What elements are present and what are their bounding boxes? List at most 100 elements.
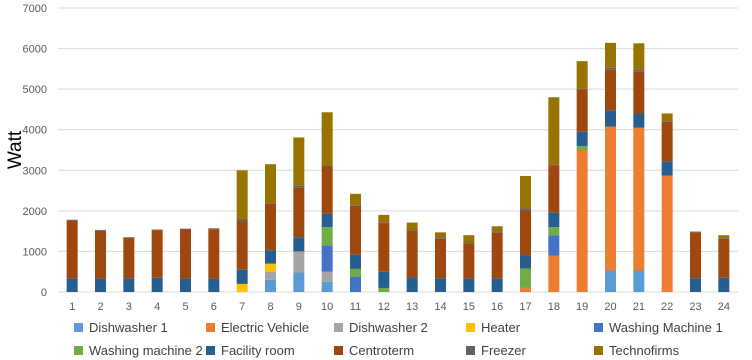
bar-segment (690, 278, 701, 292)
bar-segment (576, 61, 588, 89)
bar-segment (576, 88, 588, 90)
bar-segment (208, 278, 220, 292)
bar-segment (718, 235, 730, 239)
x-tick-label: 6 (211, 301, 217, 313)
bar-segment (605, 270, 616, 292)
bar-segment (180, 278, 191, 292)
legend-item: Washing machine 2 (74, 343, 203, 358)
legend-item: Facility room (206, 343, 295, 358)
legend-item: Technofirms (594, 343, 679, 358)
x-tick-label: 24 (718, 301, 730, 313)
legend-label: Centroterm (349, 343, 415, 358)
bar-segment (435, 238, 446, 279)
bar-segment (633, 270, 645, 292)
legend-label: Heater (481, 320, 521, 335)
bar-segment (236, 218, 248, 221)
legend-item: Dishwasher 2 (334, 320, 428, 335)
x-tick-label: 1 (69, 301, 75, 313)
bar-segment (690, 232, 701, 279)
bar-segment (576, 89, 588, 132)
bar-segment (180, 228, 191, 230)
bar-segment (463, 243, 475, 279)
bar-segment (293, 251, 305, 273)
bar-segment (265, 271, 276, 280)
bar-segment (718, 238, 730, 239)
bar-segment (208, 229, 220, 279)
legend-swatch (206, 346, 215, 355)
bar-segment (350, 268, 361, 277)
bar-segment (548, 164, 560, 166)
bar-segment (321, 165, 333, 214)
x-tick-label: 15 (463, 301, 475, 313)
bars (66, 42, 730, 292)
bar-segment (123, 278, 135, 292)
bar-segment (66, 278, 78, 292)
bar-segment (520, 287, 531, 292)
bar-segment (350, 205, 361, 255)
bar-segment (491, 226, 503, 232)
bar-segment (548, 235, 560, 256)
x-tick-label: 14 (434, 301, 446, 313)
legend-label: Freezer (481, 343, 526, 358)
y-axis-title: Watt (5, 130, 26, 169)
bar-segment (321, 245, 333, 272)
bar-segment (265, 164, 276, 204)
legend-label: Dishwasher 2 (349, 320, 428, 335)
bar-segment (463, 235, 475, 243)
bar-segment (293, 187, 305, 238)
legend-label: Facility room (221, 343, 295, 358)
legend-swatch (594, 323, 603, 332)
bar-segment (236, 283, 248, 292)
legend-swatch (334, 323, 343, 332)
bar-segment (350, 205, 361, 206)
x-tick-label: 11 (350, 301, 361, 313)
bar-segment (690, 231, 701, 233)
bar-segment (406, 222, 418, 230)
x-tick-label: 19 (576, 301, 588, 313)
y-tick-label: 6000 (23, 44, 47, 56)
legend-item: Freezer (466, 343, 526, 358)
bar-segment (350, 254, 361, 269)
bar-segment (661, 161, 673, 176)
bar-segment (265, 203, 276, 204)
bar-segment (718, 238, 730, 278)
bar-segment (633, 69, 645, 72)
bar-segment (406, 229, 418, 231)
legend-swatch (466, 323, 475, 332)
x-tick-label: 8 (267, 301, 273, 313)
legend-swatch (334, 346, 343, 355)
x-tick-label: 20 (604, 301, 616, 313)
bar-segment (661, 122, 673, 162)
x-tick-labels: 1 2 3 4 5 6 7 8 9 10 11 12 13 14 15 16 17 18 19 20 21 22 23 24 (69, 301, 730, 313)
bar-segment (633, 43, 645, 70)
bar-segment (661, 121, 673, 123)
bar-segment (95, 278, 106, 292)
bar-segment (321, 213, 333, 228)
legend-item: Heater (466, 320, 520, 335)
bar-segment (520, 255, 531, 269)
legend-label: Washing machine 2 (89, 343, 203, 358)
x-tick-label: 16 (491, 301, 503, 313)
bar-segment (378, 287, 390, 292)
bar-segment (633, 127, 645, 271)
y-tick-label: 0 (41, 287, 47, 299)
legend-swatch (466, 346, 475, 355)
bar-segment (95, 229, 106, 231)
bar-segment (350, 193, 361, 206)
bar-segment (321, 112, 333, 166)
legend-swatch (74, 346, 83, 355)
bar-segment (180, 229, 191, 279)
bar-segment (548, 97, 560, 165)
x-tick-label: 4 (154, 301, 160, 313)
bar-segment (321, 281, 333, 292)
bar-segment (151, 277, 163, 292)
bar-segment (66, 219, 78, 221)
x-tick-label: 22 (661, 301, 673, 313)
x-tick-label: 5 (182, 301, 188, 313)
bar-segment (265, 203, 276, 251)
y-tick-labels: 0 1000 2000 3000 4000 5000 6000 7000 (23, 3, 47, 299)
bar-segment (605, 69, 616, 111)
bar-segment (208, 228, 220, 230)
x-tick-label: 2 (97, 301, 103, 313)
bar-segment (293, 137, 305, 186)
